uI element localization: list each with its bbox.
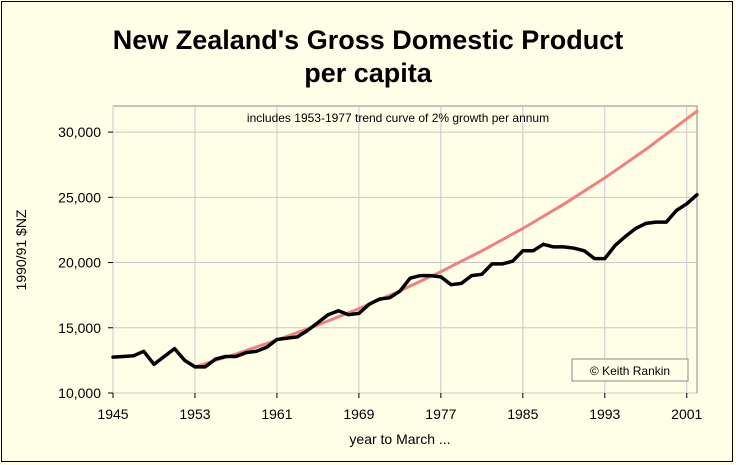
- x-tick-label: 1993: [589, 406, 620, 422]
- x-tick-label: 2001: [671, 406, 702, 422]
- y-tick-label: 20,000: [58, 255, 101, 271]
- x-tick-label: 1945: [97, 406, 128, 422]
- gdp-series-line: [111, 192, 699, 369]
- y-tick-label: 10,000: [58, 385, 101, 401]
- x-tick-label: 1969: [343, 406, 374, 422]
- y-axis-label: 1990/91 $NZ: [13, 209, 29, 290]
- plot-area: [112, 105, 698, 394]
- chart-title-line-2: per capita: [304, 58, 432, 88]
- x-tick-label: 1985: [507, 406, 538, 422]
- credit-text: © Keith Rankin: [590, 364, 670, 378]
- x-tick-label: 1961: [261, 406, 292, 422]
- axis-ticks: 1945 1953 1961 1969 1977 1985 1993 2001 10,000 15…: [58, 124, 702, 422]
- credit-box: © Keith Rankin: [571, 358, 689, 382]
- x-tick-label: 1977: [425, 406, 456, 422]
- y-tick-label: 15,000: [58, 320, 101, 336]
- x-axis-label: year to March ...: [349, 431, 450, 447]
- x-tick-label: 1953: [179, 406, 210, 422]
- chart-title-line-1: New Zealand's Gross Domestic Product: [112, 25, 624, 55]
- y-tick-label: 30,000: [58, 124, 101, 140]
- chart-subtitle: includes 1953-1977 trend curve of 2% gro…: [247, 111, 549, 125]
- chart-title: New Zealand's Gross Domestic Product per…: [0, 24, 736, 90]
- grid-lines: [112, 106, 697, 394]
- series-layer: [111, 109, 699, 369]
- y-tick-label: 25,000: [58, 189, 101, 205]
